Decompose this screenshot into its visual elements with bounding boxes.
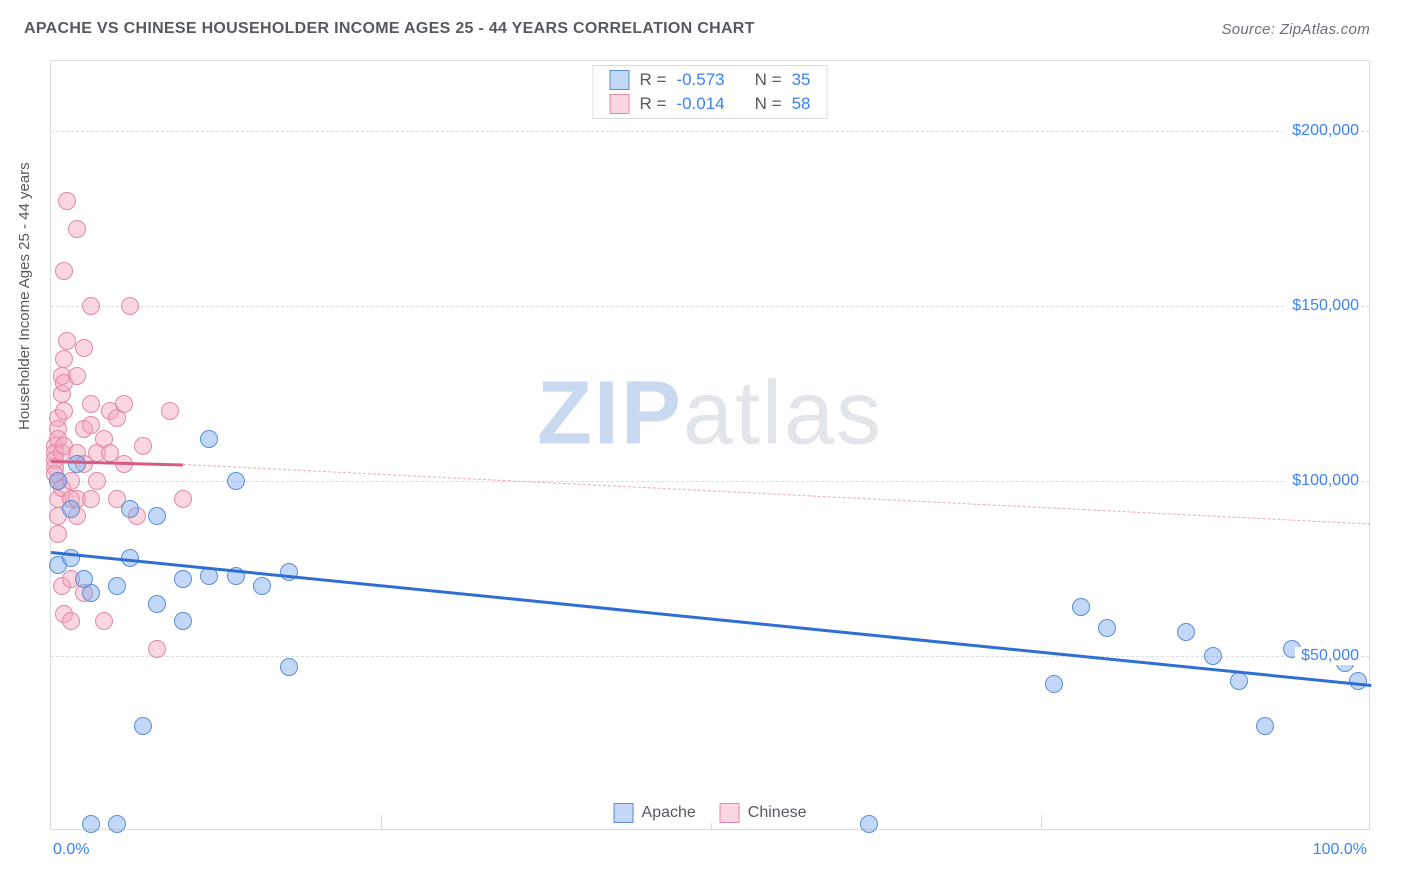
legend-item-chinese: Chinese: [720, 803, 807, 823]
source-label: Source: ZipAtlas.com: [1221, 21, 1370, 38]
apache-point: [1045, 675, 1063, 693]
scatter-plot: ZIPatlas R = -0.573 N = 35 R = -0.014 N …: [50, 60, 1370, 830]
chinese-point: [55, 402, 73, 420]
watermark: ZIPatlas: [537, 363, 883, 466]
apache-point: [1098, 619, 1116, 637]
x-axis-min: 0.0%: [53, 841, 89, 859]
y-tick-label: $150,000: [1286, 297, 1359, 315]
chinese-point: [82, 490, 100, 508]
apache-point: [82, 584, 100, 602]
r-label: R =: [640, 94, 667, 114]
r-label: R =: [640, 70, 667, 90]
apache-point: [1177, 623, 1195, 641]
apache-point: [174, 612, 192, 630]
chinese-n-value: 58: [792, 94, 811, 114]
apache-point: [1072, 598, 1090, 616]
apache-point: [1349, 672, 1367, 690]
apache-point: [82, 815, 100, 833]
n-label: N =: [755, 70, 782, 90]
apache-trendline: [51, 551, 1371, 687]
chinese-point: [148, 640, 166, 658]
chinese-point: [68, 367, 86, 385]
apache-point: [108, 815, 126, 833]
n-label: N =: [755, 94, 782, 114]
apache-r-value: -0.573: [676, 70, 724, 90]
apache-point: [134, 717, 152, 735]
apache-point: [148, 595, 166, 613]
chart-title: APACHE VS CHINESE HOUSEHOLDER INCOME AGE…: [24, 20, 755, 38]
y-tick-label: $200,000: [1286, 122, 1359, 140]
apache-point: [1204, 647, 1222, 665]
chinese-point: [95, 612, 113, 630]
chinese-point: [55, 262, 73, 280]
x-axis-max: 100.0%: [1313, 841, 1367, 859]
stats-row-apache: R = -0.573 N = 35: [594, 68, 827, 92]
chinese-swatch-icon: [610, 94, 630, 114]
chinese-point: [134, 437, 152, 455]
apache-point: [148, 507, 166, 525]
chinese-label: Chinese: [748, 804, 807, 822]
chinese-swatch-icon: [720, 803, 740, 823]
chinese-point: [82, 395, 100, 413]
stats-legend: R = -0.573 N = 35 R = -0.014 N = 58: [593, 65, 828, 119]
apache-n-value: 35: [792, 70, 811, 90]
chinese-trendline-extrapolated: [183, 464, 1371, 524]
chinese-point: [55, 350, 73, 368]
legend-item-apache: Apache: [614, 803, 696, 823]
apache-point: [200, 430, 218, 448]
chinese-point: [82, 297, 100, 315]
watermark-zip: ZIP: [537, 364, 683, 464]
chinese-r-value: -0.014: [676, 94, 724, 114]
gridline: [51, 131, 1369, 132]
apache-point: [108, 577, 126, 595]
chinese-point: [121, 297, 139, 315]
apache-swatch-icon: [610, 70, 630, 90]
chinese-point: [68, 220, 86, 238]
series-legend: Apache Chinese: [604, 803, 817, 823]
apache-point: [49, 472, 67, 490]
chinese-point: [62, 612, 80, 630]
apache-point: [1256, 717, 1274, 735]
chinese-point: [49, 525, 67, 543]
gridline: [51, 481, 1369, 482]
apache-point: [121, 500, 139, 518]
stats-row-chinese: R = -0.014 N = 58: [594, 92, 827, 116]
apache-point: [280, 658, 298, 676]
apache-point: [62, 500, 80, 518]
apache-point: [860, 815, 878, 833]
y-tick-label: $50,000: [1295, 647, 1359, 665]
watermark-atlas: atlas: [683, 364, 883, 464]
x-tick: [381, 815, 382, 829]
apache-point: [253, 577, 271, 595]
apache-point: [174, 570, 192, 588]
gridline: [51, 656, 1369, 657]
apache-swatch-icon: [614, 803, 634, 823]
gridline: [51, 306, 1369, 307]
chinese-point: [88, 472, 106, 490]
y-tick-label: $100,000: [1286, 472, 1359, 490]
chinese-point: [75, 339, 93, 357]
chinese-point: [58, 332, 76, 350]
chinese-point: [174, 490, 192, 508]
apache-label: Apache: [642, 804, 696, 822]
chinese-point: [58, 192, 76, 210]
chinese-point: [161, 402, 179, 420]
x-tick: [1041, 815, 1042, 829]
chinese-point: [115, 395, 133, 413]
y-axis-title: Householder Income Ages 25 - 44 years: [16, 162, 33, 430]
apache-point: [227, 472, 245, 490]
